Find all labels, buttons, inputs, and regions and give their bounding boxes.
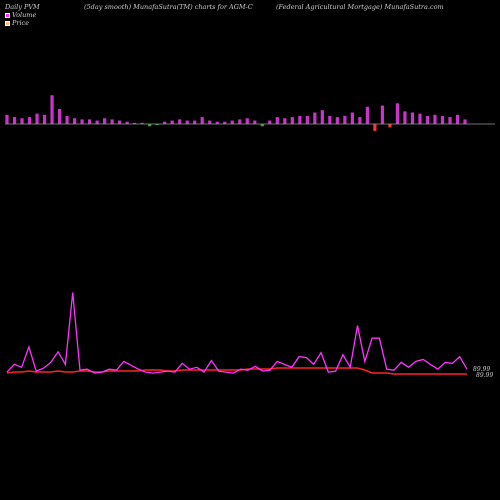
legend-price-swatch (5, 20, 10, 26)
pvm-bar (268, 120, 272, 124)
pvm-bar (373, 124, 377, 131)
pvm-bars (5, 95, 467, 131)
pvm-bar (350, 112, 354, 124)
chart-title: (5day smooth) MunafaSutra(TM) charts for… (84, 3, 253, 11)
pvm-bar (148, 124, 152, 127)
legend-price-label: Price (12, 19, 30, 27)
pvm-bar (193, 120, 197, 124)
pvm-bar (418, 113, 422, 124)
pvm-bar (215, 121, 219, 124)
pvm-bar (5, 114, 9, 124)
pvm-bar (275, 117, 279, 124)
pvm-bar (50, 95, 54, 124)
pvm-bar (343, 115, 347, 124)
pvm-bar (208, 120, 212, 124)
pvm-bar (448, 117, 452, 124)
pvm-bar (223, 121, 227, 124)
pvm-bar (133, 122, 137, 124)
pvm-bar (35, 113, 39, 124)
pvm-bar (12, 117, 17, 124)
pvm-bar (155, 124, 159, 126)
chart-source: (Federal Agricultural Mortgage) MunafaSu… (276, 3, 444, 11)
pvm-bar (290, 117, 294, 124)
pvm-bar (42, 114, 47, 124)
pvm-bar (65, 115, 69, 124)
pvm-bar (57, 109, 62, 124)
legend-volume: Volume (5, 11, 36, 19)
pvm-bar (298, 115, 302, 124)
pvm-bar (80, 119, 84, 124)
pvm-bar (103, 118, 107, 124)
pvm-bar (320, 110, 324, 124)
pvm-bar (253, 120, 257, 124)
pvm-bar (380, 105, 385, 124)
pvm-bar (328, 115, 332, 124)
pvm-bar (358, 117, 362, 124)
pvm-bar (305, 115, 309, 124)
pvm-bar (95, 120, 99, 124)
pvm-bar (313, 112, 317, 124)
pvm-bar (27, 117, 32, 124)
pvm-bar (245, 118, 249, 124)
price-label-bottom: 89.99 (476, 372, 493, 379)
pvm-bar (440, 115, 445, 124)
pvm-bar (403, 111, 407, 124)
pvm-bar (238, 119, 242, 124)
pvm-bar (260, 124, 264, 127)
pvm-bar (200, 117, 204, 124)
volume-line (6, 292, 468, 374)
pvm-bar (185, 120, 189, 124)
price-line (6, 367, 467, 375)
pvm-bar (463, 119, 467, 124)
pvm-bar (283, 118, 287, 124)
pvm-bar (410, 112, 415, 124)
pvm-bar (425, 115, 430, 124)
pvm-bar (163, 121, 167, 124)
pvm-bar (178, 119, 182, 124)
pvm-bar (20, 118, 24, 124)
pvm-bar (170, 120, 174, 124)
legend-price: Price (5, 19, 29, 27)
pvm-bar (335, 117, 339, 124)
chart-label-left: Daily PVM (5, 3, 40, 11)
pvm-bar (125, 121, 129, 124)
pvm-bar (72, 118, 77, 124)
pvm-bar (110, 119, 114, 124)
pvm-bar (140, 122, 144, 124)
pvm-bar (388, 124, 392, 128)
pvm-bar (395, 103, 400, 124)
pvm-bar (118, 120, 122, 124)
pvm-bar (230, 120, 234, 124)
pvm-bar (365, 106, 369, 124)
price-label-top: 89.99 (473, 366, 490, 373)
pvm-bar (87, 119, 92, 124)
legend-volume-label: Volume (12, 11, 37, 19)
pvm-bar (455, 114, 460, 124)
pvm-bar (433, 114, 437, 124)
legend-volume-swatch (5, 12, 10, 18)
